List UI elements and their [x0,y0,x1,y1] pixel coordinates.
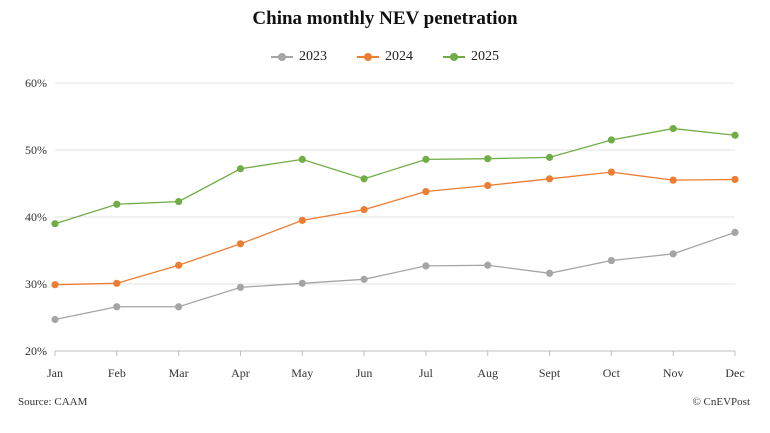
y-tick-label: 50% [25,143,47,157]
legend: 2023 2024 2025 [0,49,770,65]
credit-note: © CnEVPost [692,396,750,408]
data-point-2025[interactable] [175,197,183,206]
x-tick-label: Dec [725,366,744,380]
data-point-2025[interactable] [113,200,121,208]
data-point-2024[interactable] [545,175,554,183]
data-point-2023[interactable] [731,228,739,237]
x-tick-label: Jun [356,366,373,380]
data-point-2024[interactable] [669,176,677,184]
legend-swatch-2024 [357,52,379,62]
data-point-2024[interactable] [484,181,492,190]
data-point-2024[interactable] [51,281,59,289]
data-point-2024[interactable] [113,279,121,287]
x-tick-label: Jul [419,366,434,380]
y-tick-label: 40% [25,210,47,224]
data-point-2024[interactable] [607,168,615,176]
data-point-2023[interactable] [236,283,245,291]
data-point-2023[interactable] [607,256,615,265]
y-tick-label: 60% [25,76,47,90]
legend-label-2024: 2024 [385,49,413,64]
legend-swatch-2025 [443,52,465,62]
x-tick-label: Mar [169,366,189,380]
data-point-2025[interactable] [607,136,615,144]
x-tick-label: May [291,366,313,380]
data-point-2023[interactable] [669,250,677,258]
data-point-2025[interactable] [422,155,430,163]
legend-label-2023: 2023 [299,49,327,64]
x-tick-label: Oct [603,366,621,380]
y-tick-label: 30% [25,277,47,291]
data-point-2025[interactable] [298,155,306,163]
series-line-2023 [54,231,736,321]
data-point-2025[interactable] [51,220,59,228]
legend-item-2024[interactable]: 2024 [357,49,413,65]
data-point-2023[interactable] [484,261,492,269]
data-point-2023[interactable] [113,303,121,311]
legend-item-2023[interactable]: 2023 [271,49,327,65]
x-tick-label: Nov [663,366,684,380]
data-point-2025[interactable] [484,155,492,163]
data-point-2024[interactable] [422,187,430,196]
data-point-2025[interactable] [360,175,368,183]
data-point-2023[interactable] [298,279,306,287]
data-point-2024[interactable] [175,261,183,269]
x-tick-label: Apr [231,366,250,380]
data-point-2025[interactable] [731,131,739,139]
chart-title: China monthly NEV penetration [252,8,518,29]
data-point-2023[interactable] [545,269,554,277]
data-point-2024[interactable] [731,175,739,184]
series-line-2024 [54,171,736,286]
legend-swatch-2023 [271,52,293,62]
legend-item-2025[interactable]: 2025 [443,49,499,65]
data-point-2023[interactable] [422,262,430,270]
x-tick-label: Sept [539,366,561,380]
x-tick-label: Feb [108,366,126,380]
data-point-2024[interactable] [360,206,368,214]
y-tick-label: 20% [25,344,47,358]
x-tick-label: Jan [47,366,63,380]
data-point-2025[interactable] [669,124,677,133]
x-tick-label: Aug [477,366,498,380]
data-point-2023[interactable] [51,315,59,324]
data-point-2024[interactable] [298,216,306,224]
data-point-2025[interactable] [545,153,554,161]
data-point-2023[interactable] [360,275,368,283]
data-point-2023[interactable] [175,303,183,311]
source-note: Source: CAAM [18,396,88,408]
data-point-2025[interactable] [236,165,245,173]
data-point-2024[interactable] [236,240,245,248]
legend-label-2025: 2025 [471,49,499,64]
series-line-2025 [54,127,736,225]
